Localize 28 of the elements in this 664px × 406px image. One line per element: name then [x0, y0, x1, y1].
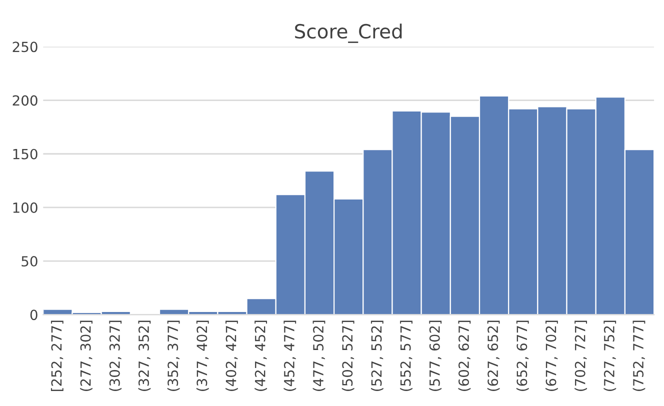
y-tick-label: 200: [12, 95, 38, 106]
x-tick-label: (577, 602]: [429, 320, 442, 392]
x-tick-label: (502, 527]: [342, 320, 354, 392]
x-tick-label: (402, 427]: [226, 320, 238, 392]
x-tick-label: [252, 277]: [50, 320, 64, 392]
x-tick-label: (427, 452]: [254, 320, 267, 392]
y-tick-label: 250: [12, 42, 38, 52]
x-tick-label: (552, 577]: [400, 320, 412, 392]
x-tick-label: (352, 377]: [167, 320, 180, 392]
chart-title: Score_Cred: [295, 24, 402, 43]
x-tick-label: (327, 352]: [138, 320, 151, 392]
x-tick-label: (652, 677]: [516, 320, 529, 392]
x-tick-label: (277, 302]: [80, 320, 92, 392]
x-tick-label: (527, 552]: [370, 320, 384, 392]
x-tick-label: (602, 627]: [458, 320, 471, 392]
y-tick-label: 50: [22, 256, 38, 267]
x-tick-label: (452, 477]: [284, 320, 296, 392]
x-tick-label: (477, 502]: [312, 320, 326, 392]
y-tick-label: 150: [13, 148, 38, 160]
y-tick-label: 0: [30, 310, 38, 320]
x-tick-label: (702, 727]: [574, 320, 587, 392]
x-tick-label: (752, 777]: [632, 320, 646, 392]
x-tick-label: (727, 752]: [604, 320, 616, 392]
x-tick-label: (627, 652]: [487, 320, 500, 392]
x-tick-label: (302, 327]: [109, 320, 122, 392]
x-tick-label: (677, 702]: [546, 320, 558, 392]
x-tick-label: (377, 402]: [196, 320, 209, 392]
y-tick-label: 100: [13, 202, 38, 213]
